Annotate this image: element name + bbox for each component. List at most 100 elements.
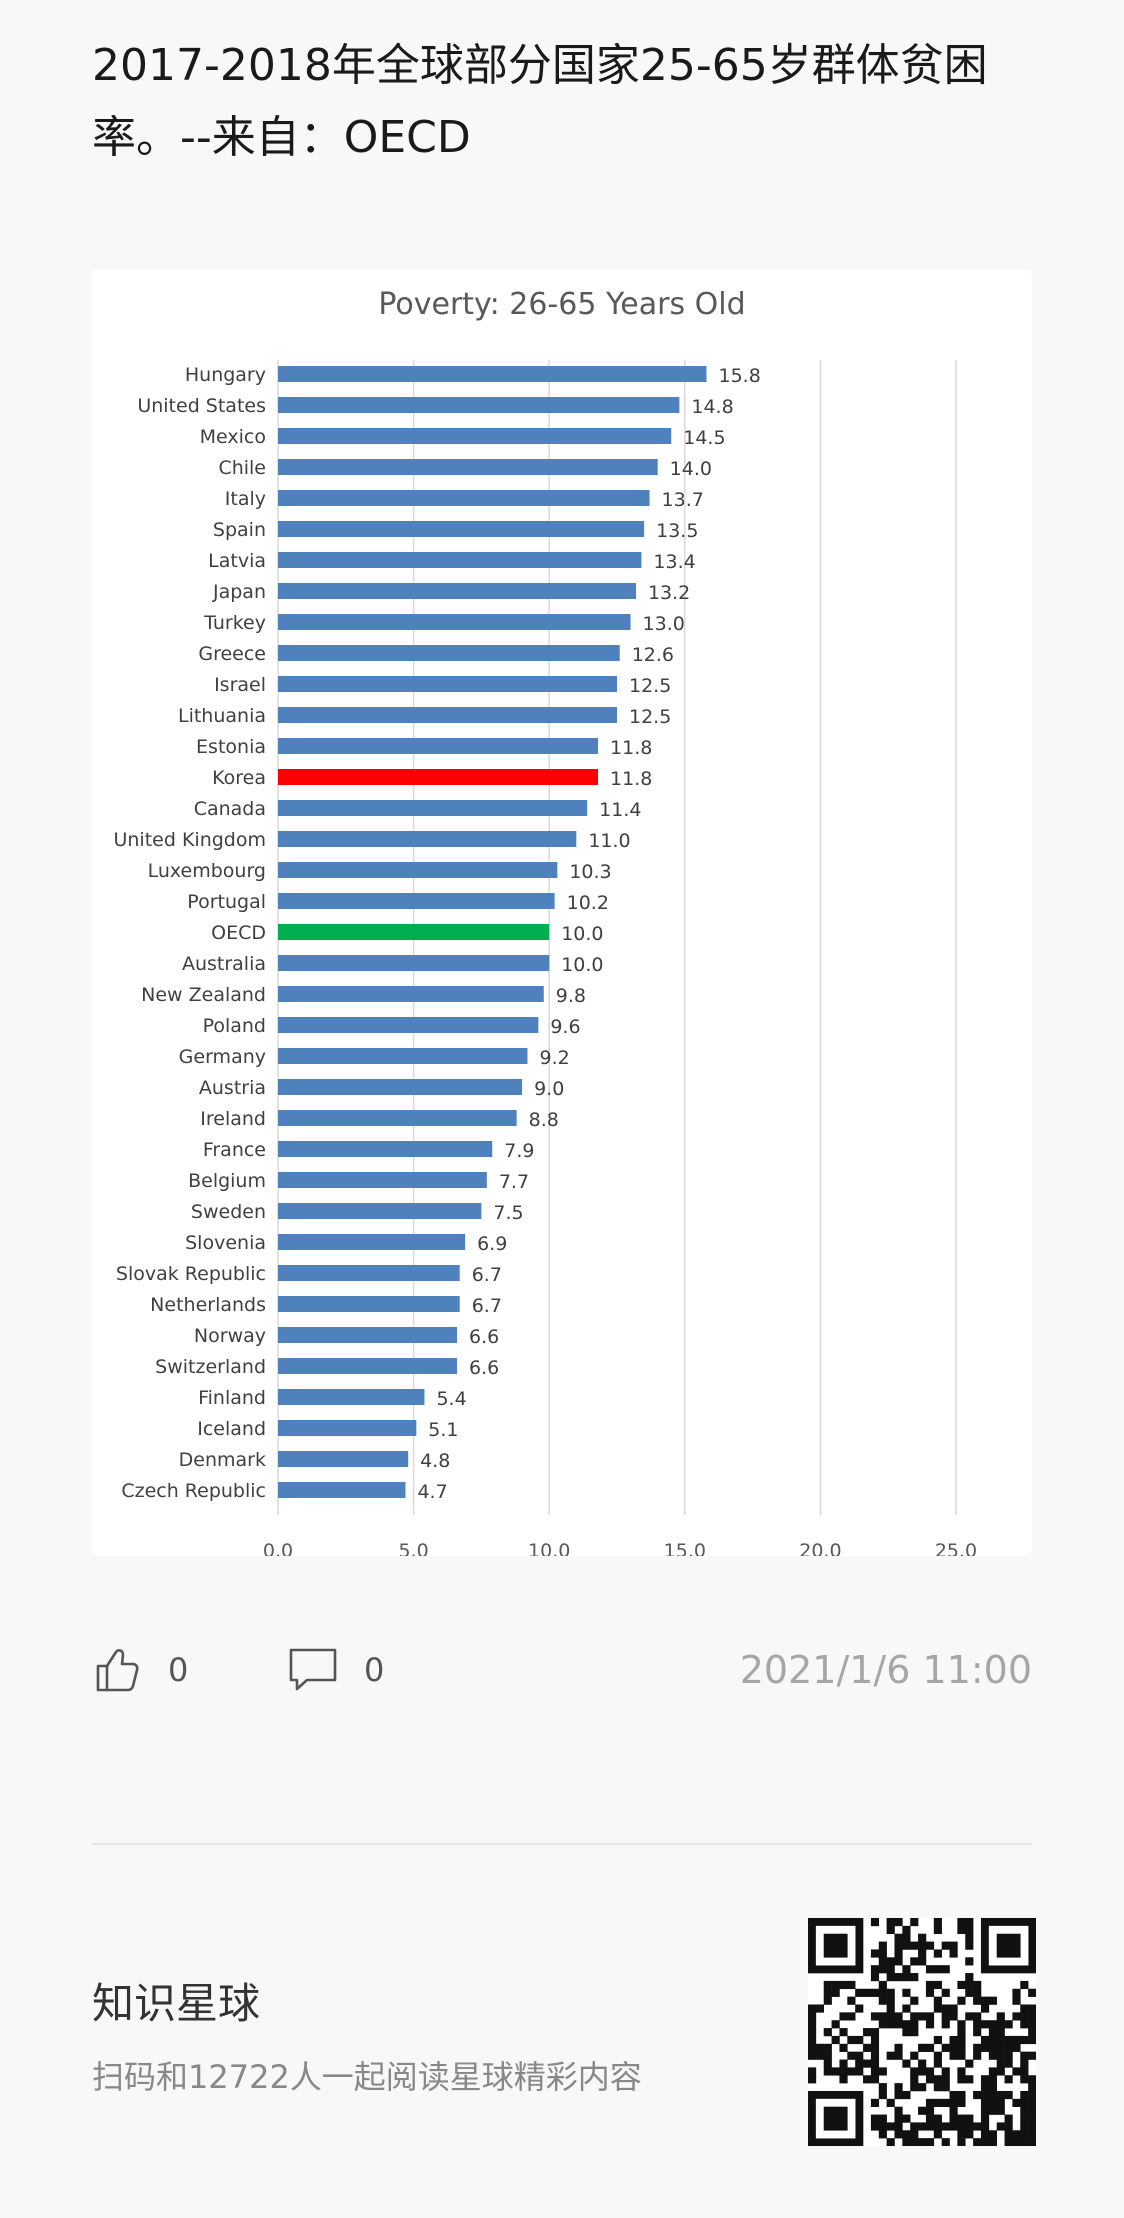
bar: [278, 1265, 460, 1281]
bar: [278, 490, 650, 506]
category-label: United Kingdom: [113, 829, 266, 851]
bar: [278, 676, 617, 692]
value-label: 15.8: [718, 365, 760, 387]
bar: [278, 1482, 406, 1498]
category-label: Portugal: [187, 891, 266, 913]
category-label: Estonia: [196, 736, 266, 758]
post-timestamp: 2021/1/6 11:00: [739, 1648, 1032, 1692]
value-label: 11.8: [610, 768, 652, 790]
category-label: New Zealand: [141, 984, 266, 1006]
value-label: 13.4: [653, 551, 695, 573]
bar: [278, 893, 555, 909]
category-label: Korea: [212, 767, 266, 789]
category-label: Hungary: [185, 364, 266, 386]
bar: [278, 366, 707, 382]
value-label: 10.0: [561, 954, 603, 976]
category-label: Australia: [182, 953, 266, 975]
value-label: 5.4: [436, 1388, 466, 1410]
value-label: 6.6: [469, 1326, 499, 1348]
bar: [278, 1389, 425, 1405]
value-label: 11.4: [599, 799, 641, 821]
chart-title: Poverty: 26-65 Years Old: [378, 287, 745, 322]
bar: [278, 1110, 517, 1126]
value-label: 4.7: [417, 1481, 447, 1503]
speech-bubble-icon: [289, 1648, 337, 1691]
bar: [278, 986, 544, 1002]
bar: [278, 397, 680, 413]
like-count: 0: [168, 1651, 189, 1689]
action-bar: 0 0 2021/1/6 11:00: [92, 1640, 1032, 1700]
value-label: 13.7: [662, 489, 704, 511]
value-label: 8.8: [529, 1109, 559, 1131]
bar: [278, 583, 636, 599]
category-label: Finland: [198, 1387, 266, 1409]
x-tick-label: 0.0: [263, 1540, 293, 1556]
x-tick-label: 15.0: [664, 1540, 706, 1556]
category-label: Ireland: [200, 1108, 266, 1130]
x-tick-label: 20.0: [799, 1540, 841, 1556]
category-label: Iceland: [197, 1418, 266, 1440]
category-label: Austria: [199, 1077, 266, 1099]
value-label: 9.8: [556, 985, 586, 1007]
category-label: Israel: [214, 674, 266, 696]
bar: [278, 552, 642, 568]
bar: [278, 1017, 539, 1033]
value-label: 12.5: [629, 675, 671, 697]
value-label: 13.0: [643, 613, 685, 635]
bar: [278, 1358, 457, 1374]
value-label: 13.5: [656, 520, 698, 542]
bar: [278, 955, 550, 971]
post-title: 2017-2018年全球部分国家25-65岁群体贫困率。--来自：OECD: [92, 40, 988, 163]
value-label: 7.7: [499, 1171, 529, 1193]
value-label: 9.0: [534, 1078, 564, 1100]
value-label: 13.2: [648, 582, 690, 604]
value-label: 11.8: [610, 737, 652, 759]
bar: [278, 521, 645, 537]
bar: [278, 769, 599, 785]
category-label: Lithuania: [178, 705, 266, 727]
category-label: Czech Republic: [121, 1480, 266, 1502]
value-label: 11.0: [588, 830, 630, 852]
bar: [278, 428, 672, 444]
value-label: 7.9: [504, 1140, 534, 1162]
poverty-bar-chart: Poverty: 26-65 Years Old 0.0 5.0 10.0 15.0 20…: [113, 287, 977, 1556]
value-label: 12.6: [632, 644, 674, 666]
value-label: 9.6: [550, 1016, 580, 1038]
category-label: Slovenia: [185, 1232, 266, 1254]
category-label: Latvia: [208, 550, 266, 572]
bar: [278, 614, 631, 630]
bar: [278, 1079, 523, 1095]
bar: [278, 1048, 528, 1064]
category-label: Belgium: [188, 1170, 266, 1192]
bar: [278, 1234, 466, 1250]
comment-count: 0: [364, 1651, 385, 1689]
bar: [278, 1296, 460, 1312]
bar: [278, 707, 617, 723]
category-label: Spain: [213, 519, 266, 541]
bar: [278, 1327, 457, 1343]
value-label: 14.0: [670, 458, 712, 480]
comment-button[interactable]: 0: [286, 1640, 384, 1700]
like-button[interactable]: 0: [92, 1640, 188, 1700]
value-label: 10.3: [569, 861, 611, 883]
category-label: Greece: [198, 643, 266, 665]
bar: [278, 1420, 417, 1436]
category-label: France: [203, 1139, 266, 1161]
bar: [278, 862, 558, 878]
value-label: 6.6: [469, 1357, 499, 1379]
chart-card: Poverty: 26-65 Years Old 0.0 5.0 10.0 15.0 20…: [92, 270, 1032, 1556]
bar: [278, 1451, 409, 1467]
category-label: Denmark: [179, 1449, 266, 1471]
x-tick-label: 5.0: [398, 1540, 428, 1556]
footer-subtitle: 扫码和12722人一起阅读星球精彩内容: [92, 2058, 642, 2096]
bar: [278, 924, 550, 940]
category-label: Slovak Republic: [116, 1263, 266, 1285]
x-tick-label: 10.0: [528, 1540, 570, 1556]
divider: [92, 1843, 1032, 1845]
bar: [278, 738, 599, 754]
bar: [278, 459, 658, 475]
qr-code-icon: [808, 1918, 1036, 2146]
category-label: United States: [137, 395, 266, 417]
category-label: Canada: [194, 798, 266, 820]
value-label: 10.0: [561, 923, 603, 945]
